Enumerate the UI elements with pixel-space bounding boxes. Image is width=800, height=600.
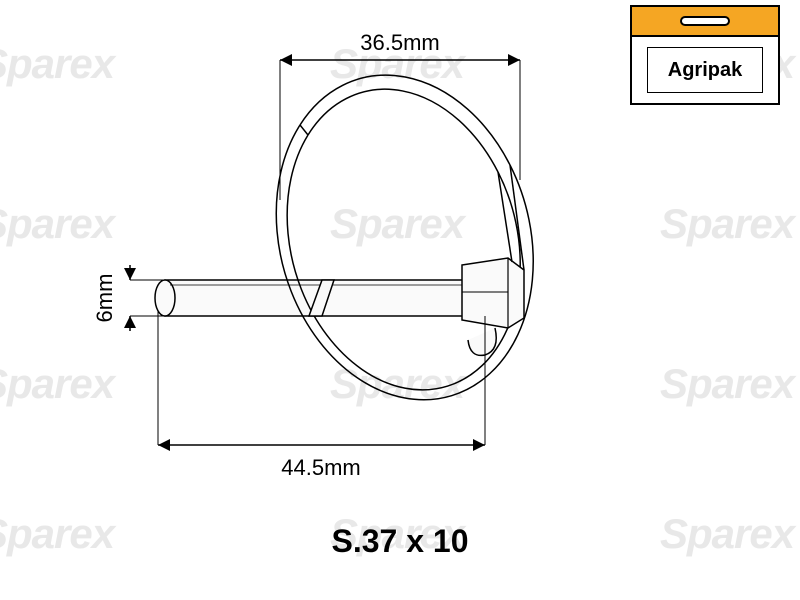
agripak-badge-body: Agripak <box>630 35 780 105</box>
dimension-ring-width: 36.5mm <box>280 30 520 200</box>
ring-back <box>300 75 510 172</box>
agripak-label: Agripak <box>668 59 742 82</box>
agripak-badge-inner: Agripak <box>647 47 764 93</box>
hang-slot-icon <box>680 16 730 26</box>
diagram-container: Sparex Sparex Sparex Sparex Sparex Spare… <box>0 0 800 600</box>
agripak-badge: Agripak <box>630 5 780 105</box>
dimension-pin-length: 44.5mm <box>158 310 485 480</box>
agripak-badge-header <box>630 5 780 35</box>
part-number: S.37 x 10 <box>332 523 469 560</box>
dim-pin-diameter-label: 6mm <box>92 274 117 323</box>
clasp-nut <box>462 165 524 355</box>
dim-pin-length-label: 44.5mm <box>281 455 360 480</box>
dim-ring-width-label: 36.5mm <box>360 30 439 55</box>
